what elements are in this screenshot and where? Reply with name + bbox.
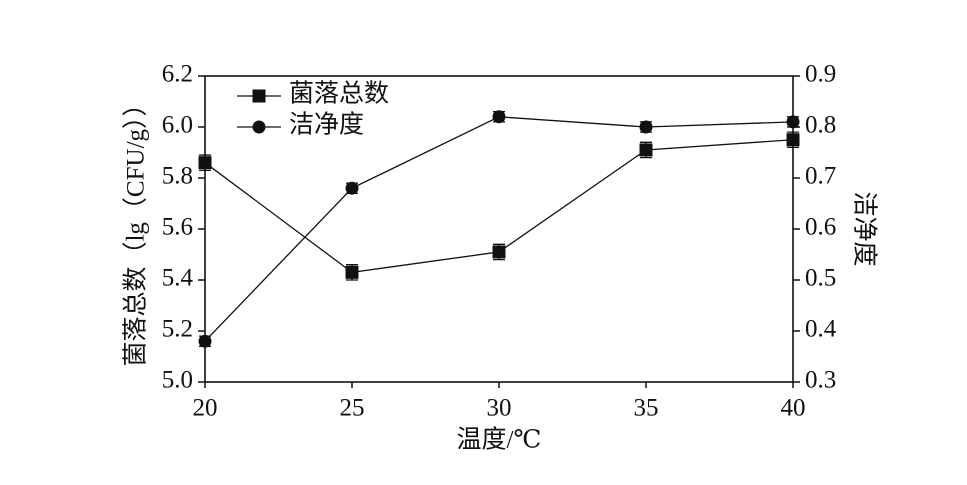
legend-marker xyxy=(252,120,266,134)
data-point xyxy=(786,115,800,129)
y2-axis-label: 洁净度 xyxy=(850,191,878,266)
y-tick-label: 5.4 xyxy=(162,265,194,292)
data-point xyxy=(198,156,212,170)
y-tick-label: 5.2 xyxy=(162,316,193,343)
y2-tick-label: 0.8 xyxy=(805,112,836,139)
y-tick-label: 5.6 xyxy=(162,214,193,241)
x-tick-label: 30 xyxy=(487,395,512,422)
x-axis-label: 温度/℃ xyxy=(457,426,542,454)
y2-tick-label: 0.4 xyxy=(805,316,837,343)
x-tick-label: 40 xyxy=(781,395,806,422)
data-point xyxy=(345,265,359,279)
x-tick-label: 25 xyxy=(340,395,365,422)
y-tick-label: 5.8 xyxy=(162,163,193,190)
legend-label: 洁净度 xyxy=(289,111,364,139)
data-point xyxy=(639,143,653,157)
y-tick-label: 5.0 xyxy=(162,367,193,394)
data-point xyxy=(492,110,506,124)
y2-tick-label: 0.5 xyxy=(805,265,836,292)
data-point xyxy=(492,245,506,259)
data-point xyxy=(786,133,800,147)
y-axis-label: 菌落总数（lg（CFU/g）） xyxy=(122,91,150,366)
y-tick-label: 6.2 xyxy=(162,61,193,88)
y-tick-label: 6.0 xyxy=(162,112,193,139)
data-point xyxy=(345,181,359,195)
data-point xyxy=(198,334,212,348)
y2-tick-label: 0.3 xyxy=(805,367,836,394)
x-tick-label: 35 xyxy=(634,395,659,422)
y2-tick-label: 0.6 xyxy=(805,214,836,241)
data-point xyxy=(639,120,653,134)
y2-tick-label: 0.9 xyxy=(805,61,836,88)
x-tick-label: 20 xyxy=(193,395,218,422)
legend-marker xyxy=(252,89,266,103)
y2-tick-label: 0.7 xyxy=(805,163,836,190)
legend-label: 菌落总数 xyxy=(289,80,389,108)
